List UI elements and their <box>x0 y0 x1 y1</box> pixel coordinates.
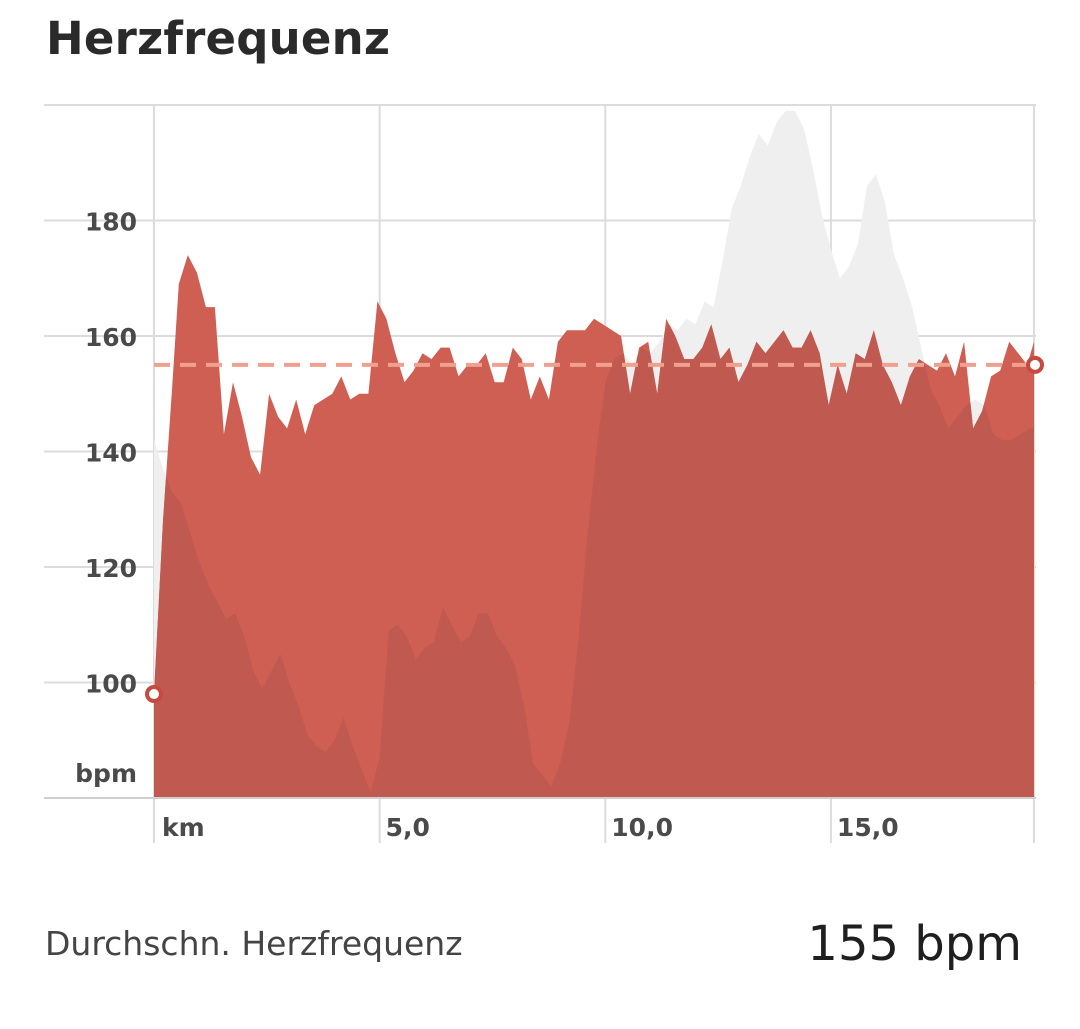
y-tick-label: 160 <box>85 323 137 352</box>
average-end-marker <box>1026 355 1044 374</box>
chart-title: Herzfrequenz <box>46 12 391 65</box>
x-tick-label: 15,0 <box>837 813 899 842</box>
y-axis-unit-label: bpm <box>75 759 137 788</box>
x-tick-label: 5,0 <box>386 813 430 842</box>
y-tick-label: 120 <box>85 554 137 583</box>
y-tick-label: 180 <box>85 208 137 237</box>
y-tick-label: 140 <box>85 439 137 468</box>
average-heart-rate-value: 155 bpm <box>807 916 1022 972</box>
average-heart-rate-label: Durchschn. Herzfrequenz <box>45 924 463 963</box>
x-axis-unit-label: km <box>162 813 205 842</box>
x-tick-label: 10,0 <box>611 813 673 842</box>
start-point-marker <box>145 685 163 704</box>
y-tick-label: 100 <box>85 670 137 699</box>
chart-markers <box>145 355 1044 704</box>
